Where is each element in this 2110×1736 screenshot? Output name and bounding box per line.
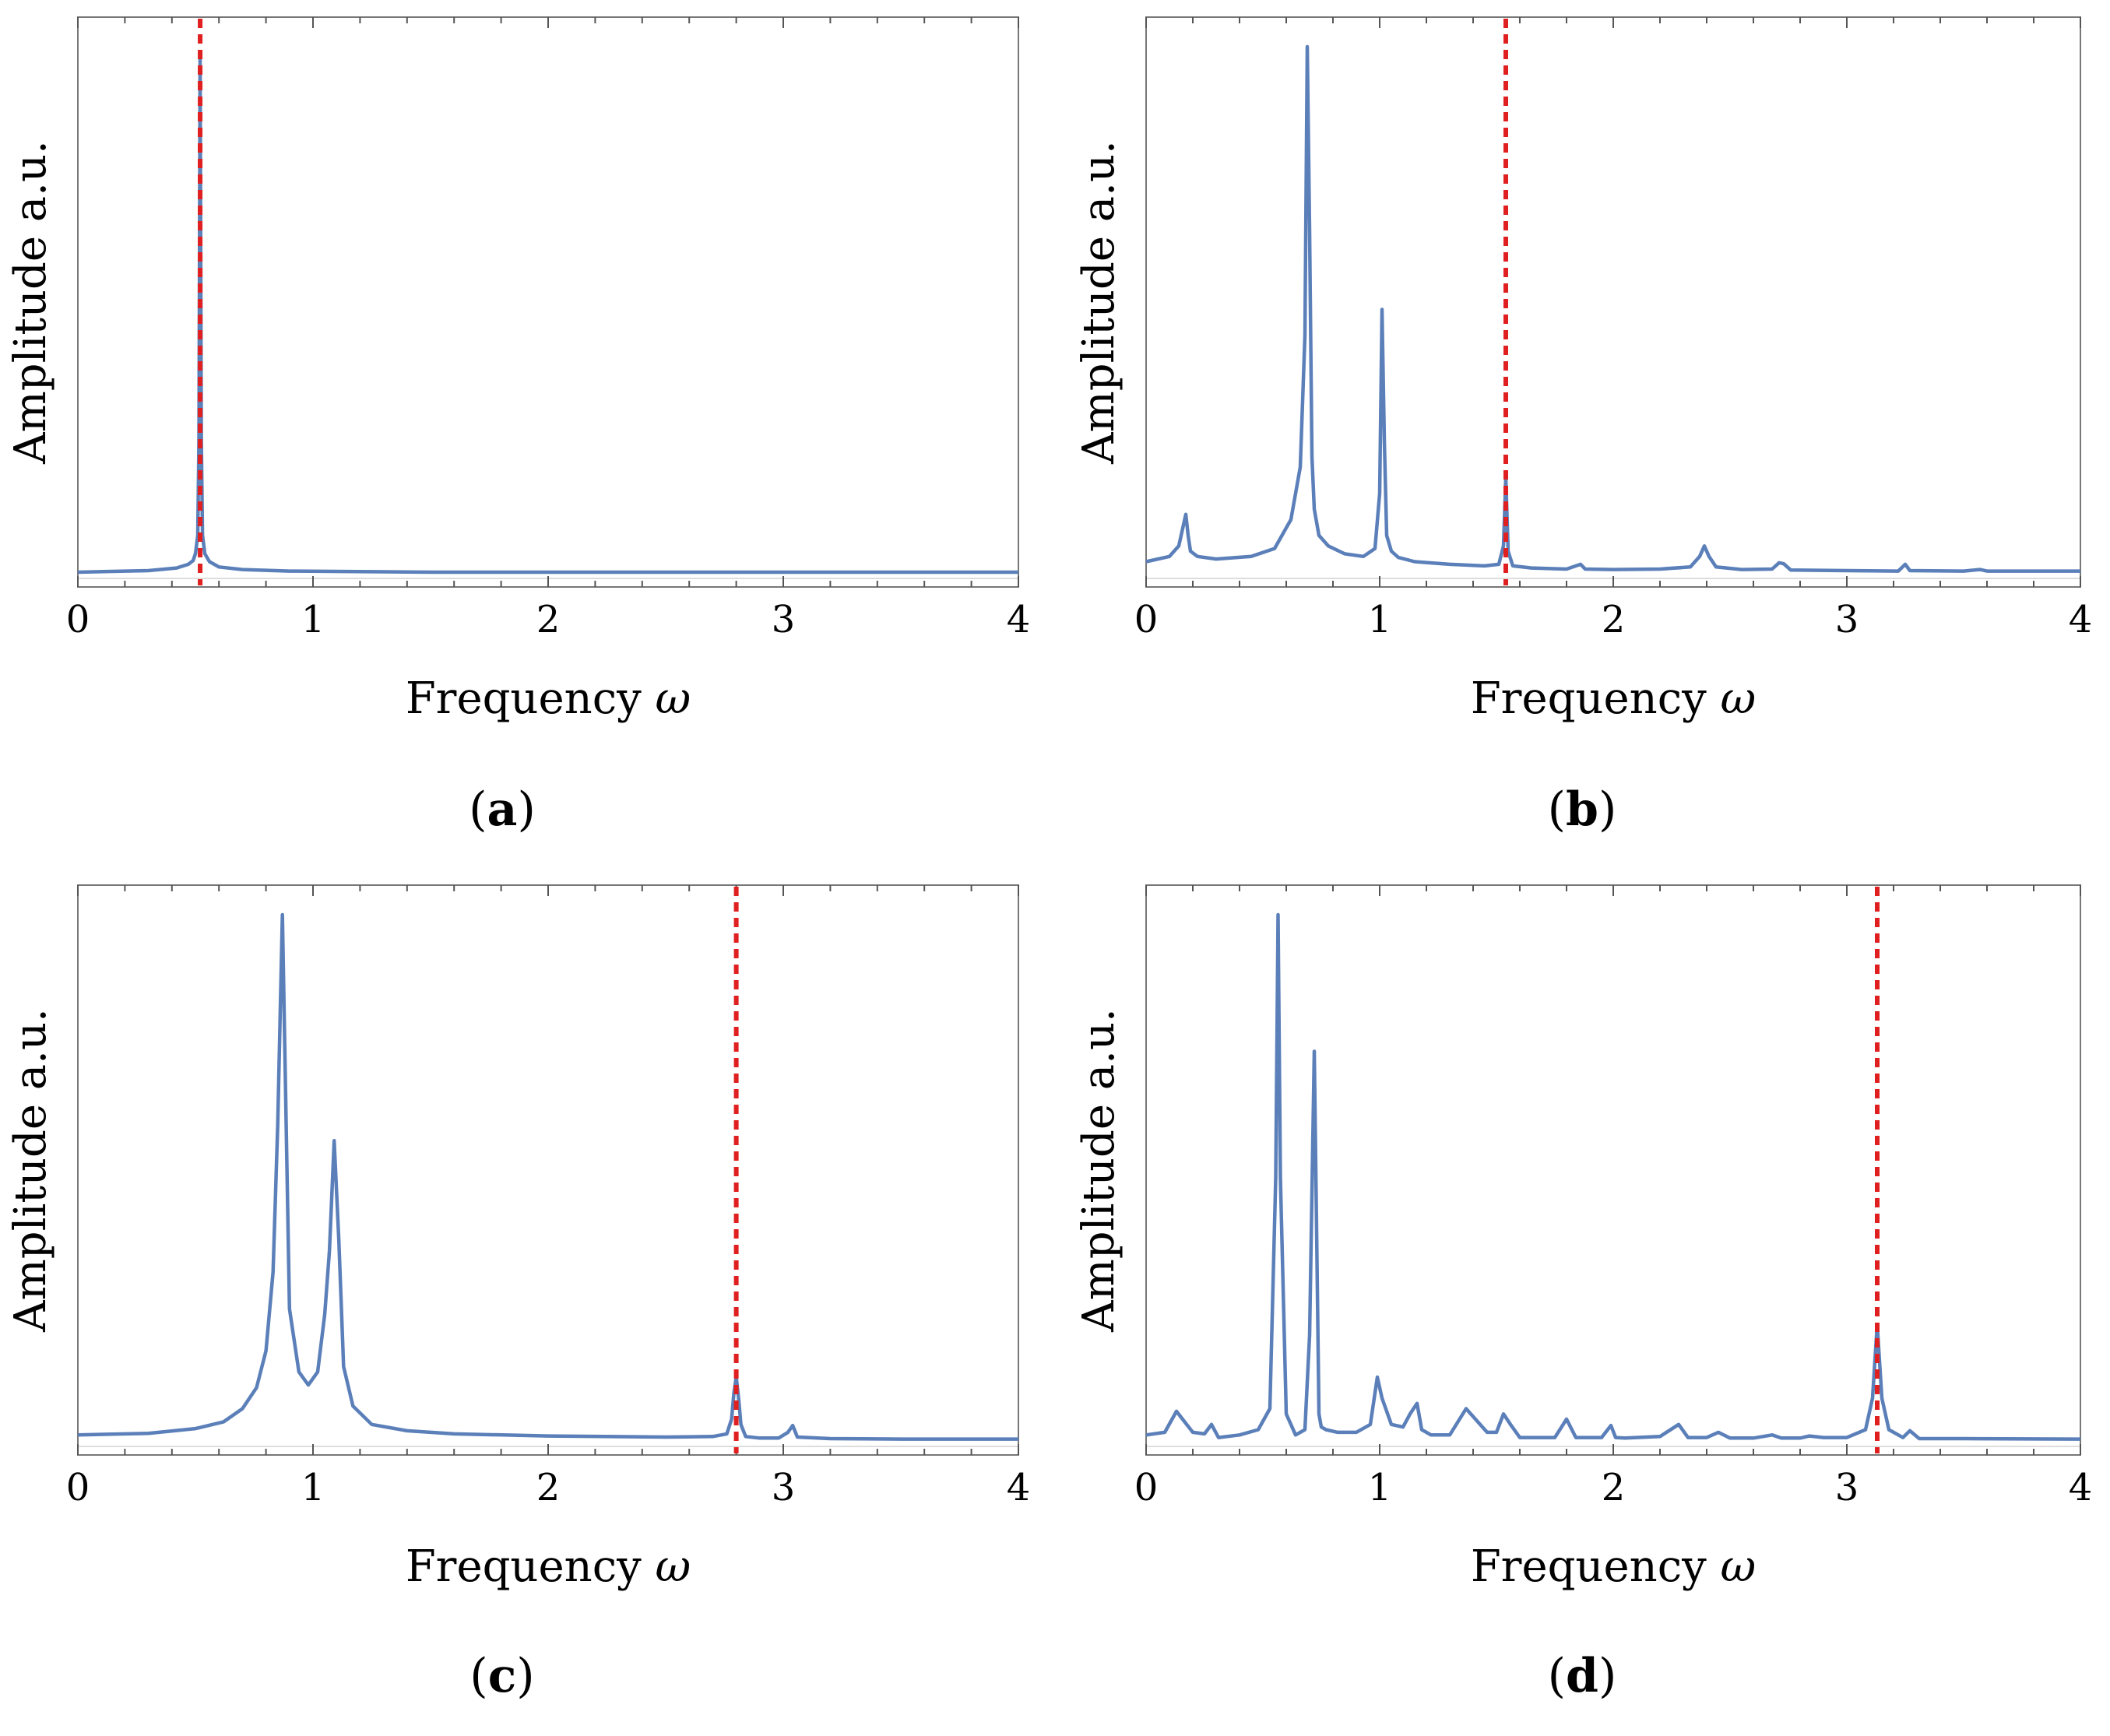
x-axis-title: Frequency ω: [1471, 673, 1756, 724]
caption-b: (b): [1547, 782, 1617, 837]
plot-frame: [77, 884, 1019, 1456]
caption-b-letter: b: [1566, 782, 1598, 837]
x-tick-label: 0: [1134, 1466, 1159, 1509]
x-axis-title-text: Frequency: [1471, 673, 1721, 724]
panel-b-chart: 0 1 2 3 4 Frequency ω Amplitude a.u.: [1074, 16, 2093, 724]
x-tick-label: 4: [2069, 1466, 2093, 1509]
x-tick-label: 4: [1007, 1466, 1031, 1509]
series-line-spectrum: [77, 912, 1018, 1441]
x-tick-label: 4: [2069, 598, 2093, 641]
x-tick-label: 3: [772, 598, 796, 641]
x-tick-label: 2: [1602, 1466, 1626, 1509]
series-line-spectrum: [1145, 44, 2080, 573]
caption-d: (d): [1547, 1649, 1617, 1703]
y-axis-title: Amplitude a.u.: [5, 140, 56, 465]
x-axis-title-symbol: ω: [1721, 1541, 1757, 1592]
panel-d-chart: 0 1 2 3 4 Frequency ω Amplitude a.u.: [1074, 884, 2093, 1592]
x-tick-label: 1: [1368, 598, 1392, 641]
panel-a-chart: 0 1 2 3 4 Frequency ω Amplitude a.u.: [5, 16, 1031, 724]
x-tick-label: 2: [1602, 598, 1626, 641]
x-axis-title-symbol: ω: [656, 1541, 691, 1592]
caption-a: (a): [469, 782, 536, 837]
x-tick-label: 2: [536, 598, 561, 641]
x-tick-label: 1: [1368, 1466, 1392, 1509]
x-tick-label: 0: [1134, 598, 1159, 641]
y-axis-title: Amplitude a.u.: [1074, 140, 1124, 465]
x-tick-label: 0: [66, 598, 90, 641]
x-axis-title: Frequency ω: [406, 673, 691, 724]
x-tick-label: 1: [301, 1466, 325, 1509]
y-axis-title: Amplitude a.u.: [1074, 1008, 1124, 1333]
caption-a-letter: a: [487, 782, 518, 837]
x-tick-label: 3: [1835, 1466, 1859, 1509]
x-axis-title-text: Frequency: [406, 673, 656, 724]
panel-c-chart: 0 1 2 3 4 Frequency ω Amplitude a.u.: [5, 884, 1031, 1592]
caption-c: (c): [469, 1649, 535, 1703]
x-axis-title-symbol: ω: [1721, 673, 1757, 724]
x-tick-label: 3: [772, 1466, 796, 1509]
x-tick-label: 3: [1835, 598, 1859, 641]
x-tick-label: 0: [66, 1466, 90, 1509]
x-axis-title: Frequency ω: [1471, 1541, 1756, 1592]
caption-d-letter: d: [1566, 1649, 1598, 1703]
x-axis-title-text: Frequency: [1471, 1541, 1721, 1592]
x-tick-label: 2: [536, 1466, 561, 1509]
caption-c-letter: c: [487, 1649, 517, 1703]
x-tick-label: 4: [1007, 598, 1031, 641]
y-axis-title: Amplitude a.u.: [5, 1008, 56, 1333]
plot-frame: [77, 16, 1019, 588]
series-line-spectrum: [1145, 912, 2081, 1441]
plot-frame: [1145, 16, 2081, 588]
x-axis-title-text: Frequency: [406, 1541, 656, 1592]
series-line-spectrum: [77, 55, 1018, 575]
x-tick-label: 1: [301, 598, 325, 641]
x-axis-title: Frequency ω: [406, 1541, 691, 1592]
x-axis-title-symbol: ω: [656, 673, 691, 724]
